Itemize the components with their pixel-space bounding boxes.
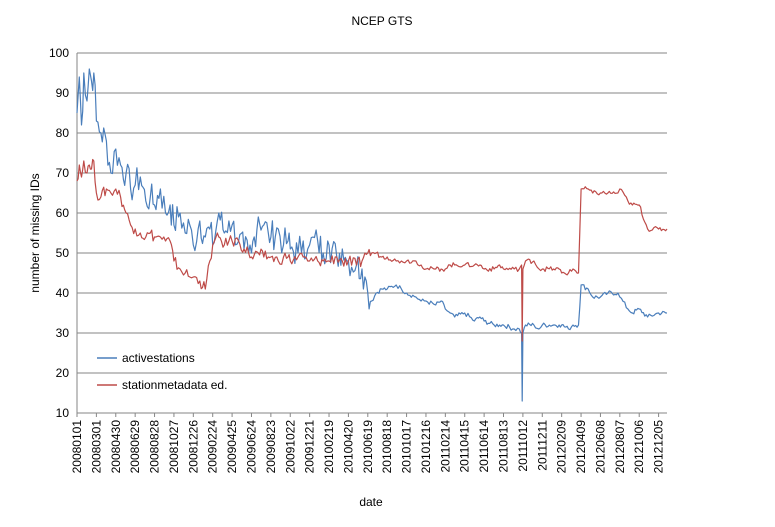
y-tick-label: 40	[56, 286, 70, 300]
y-axis-label: number of missing IDs	[28, 173, 42, 292]
series-line-0	[76, 68, 668, 402]
x-tick-label: 20090425	[225, 420, 239, 474]
x-tick-label: 20090823	[264, 420, 278, 474]
x-axis-ticks: 20080101 20080301 20080430 20080629 20080828…	[70, 413, 666, 473]
x-axis-label: date	[359, 495, 383, 509]
x-tick-label: 20080629	[128, 420, 142, 474]
y-tick-label: 60	[56, 206, 70, 220]
x-tick-label: 20100619	[361, 420, 375, 474]
y-tick-label: 50	[56, 246, 70, 260]
x-tick-label: 20121006	[632, 420, 646, 474]
x-tick-label: 20081027	[167, 420, 181, 474]
x-tick-label: 20081226	[186, 420, 200, 474]
legend-label: stationmetadata ed.	[122, 378, 227, 392]
x-tick-label: 20080101	[70, 420, 84, 474]
x-tick-label: 20100219	[322, 420, 336, 474]
gridlines	[77, 52, 667, 374]
x-tick-label: 20110614	[477, 420, 491, 473]
chart-title: NCEP GTS	[351, 14, 412, 28]
legend: activestations stationmetadata ed.	[97, 351, 227, 392]
x-tick-label: 20090224	[206, 420, 220, 474]
y-tick-label: 80	[56, 126, 70, 140]
x-tick-label: 20120608	[593, 420, 607, 474]
x-tick-label: 20080301	[89, 420, 103, 474]
x-tick-label: 20111012	[516, 420, 530, 472]
y-tick-label: 100	[49, 46, 69, 60]
x-tick-label: 20120209	[555, 420, 569, 474]
y-tick-label: 10	[56, 406, 70, 420]
x-tick-label: 20091221	[303, 420, 317, 474]
x-tick-label: 20101216	[419, 420, 433, 474]
x-tick-label: 20111211	[535, 420, 549, 471]
y-tick-label: 20	[56, 366, 70, 380]
y-axis-ticks: 10 20 30 40 50 60 70 80 90 100	[49, 46, 69, 420]
y-tick-label: 30	[56, 326, 70, 340]
x-tick-label: 20120409	[574, 420, 588, 474]
x-tick-label: 20120807	[613, 420, 627, 474]
x-tick-label: 20100420	[341, 420, 355, 474]
x-tick-label: 20121205	[652, 420, 666, 474]
y-tick-label: 90	[56, 86, 70, 100]
x-tick-label: 20100818	[380, 420, 394, 474]
x-tick-label: 20080828	[148, 420, 162, 474]
x-tick-label: 20110415	[458, 420, 472, 473]
series-lines	[76, 68, 668, 402]
x-tick-label: 20080430	[109, 420, 123, 474]
x-tick-label: 20110813	[497, 420, 511, 473]
series-line-1	[76, 158, 668, 342]
x-tick-label: 20091022	[283, 420, 297, 474]
x-tick-label: 20090624	[244, 420, 258, 474]
y-tick-label: 70	[56, 166, 70, 180]
legend-label: activestations	[122, 351, 195, 365]
x-tick-label: 20110214	[438, 420, 452, 473]
x-tick-label: 20101017	[400, 420, 414, 474]
